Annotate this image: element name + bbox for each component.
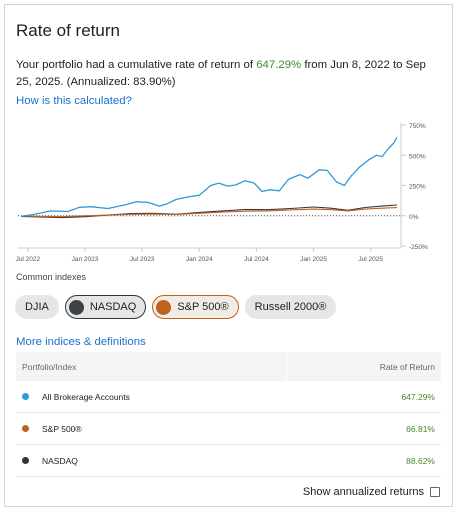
- chip-nasdaq-label: NASDAQ: [89, 301, 137, 313]
- return-summary: Your portfolio had a cumulative rate of …: [16, 57, 436, 91]
- returns-table: Portfolio/Index Rate of Return All Broke…: [16, 352, 441, 477]
- y-tick-label: -250%: [409, 244, 428, 251]
- annualized-toggle[interactable]: Show annualized returns: [303, 486, 440, 498]
- y-tick-label: 750%: [409, 123, 426, 130]
- series-line-2: [20, 204, 398, 219]
- x-tick-label: Jan 2025: [300, 256, 327, 263]
- chip-djia[interactable]: DJIA: [15, 295, 59, 319]
- header-divider: [286, 352, 287, 381]
- chip-russell-2000[interactable]: Russell 2000®: [244, 295, 337, 319]
- index-chip-group: DJIA NASDAQ S&P 500® Russell 2000®: [15, 295, 337, 319]
- sp500-color-dot: [156, 299, 172, 315]
- row-name: S&P 500®: [42, 423, 82, 434]
- col-header-portfolio: Portfolio/Index: [22, 361, 77, 372]
- sp500-dot: [22, 425, 29, 432]
- chip-djia-label: DJIA: [25, 301, 49, 313]
- row-return: 647.29%: [401, 391, 435, 402]
- x-tick-label: Jan 2024: [186, 256, 213, 263]
- row-return: 66.81%: [406, 423, 435, 434]
- x-tick-label: Jan 2023: [72, 256, 99, 263]
- summary-middle: from Jun 8, 2022 to Sep 25, 2025. (Annua…: [16, 59, 426, 88]
- y-tick-label: 500%: [409, 153, 426, 160]
- portfolio-dot: [22, 393, 29, 400]
- nasdaq-color-dot: [68, 299, 84, 315]
- annualized-label: Show annualized returns: [302, 486, 424, 498]
- summary-prefix: Your portfolio had a cumulative rate of …: [16, 59, 257, 71]
- x-tick-label: Jul 2025: [358, 256, 383, 263]
- rate-of-return-card: Rate of return Your portfolio had a cumu…: [4, 4, 453, 507]
- common-indexes-label: Common indexes: [16, 272, 87, 282]
- table-row: NASDAQ 88.62%: [16, 445, 441, 477]
- row-return: 88.62%: [406, 455, 435, 466]
- series-line-0: [20, 137, 398, 218]
- row-name: All Brokerage Accounts: [42, 391, 130, 402]
- how-calculated-link[interactable]: How is this calculated?: [16, 95, 132, 107]
- y-tick-label: 250%: [409, 184, 426, 191]
- rate-of-return-chart: 750% 500% 250% 0% -250% Jul 2022 Jan 2023 Jul 2…: [16, 123, 428, 263]
- chip-sp500[interactable]: S&P 500®: [152, 295, 239, 319]
- x-tick-label: Jul 2024: [244, 256, 269, 263]
- x-tick-label: Jul 2023: [130, 256, 155, 263]
- x-tick-label: Jul 2022: [16, 256, 41, 263]
- col-header-return: Rate of Return: [379, 361, 435, 372]
- card-title: Rate of return: [16, 21, 120, 40]
- chip-sp500-label: S&P 500®: [177, 301, 229, 313]
- nasdaq-dot: [22, 457, 29, 464]
- series-line-1: [20, 207, 398, 218]
- chip-nasdaq[interactable]: NASDAQ: [64, 295, 147, 319]
- cumulative-return-value: 647.29%: [256, 59, 302, 71]
- annualized-checkbox[interactable]: [430, 487, 440, 497]
- table-row: All Brokerage Accounts 647.29%: [16, 381, 441, 413]
- y-tick-label: 0%: [409, 214, 419, 221]
- chip-russell-label: Russell 2000®: [254, 301, 327, 313]
- table-header: Portfolio/Index Rate of Return: [16, 352, 441, 381]
- table-row: S&P 500® 66.81%: [16, 413, 441, 445]
- more-indices-link[interactable]: More indices & definitions: [16, 336, 146, 348]
- row-name: NASDAQ: [42, 455, 78, 466]
